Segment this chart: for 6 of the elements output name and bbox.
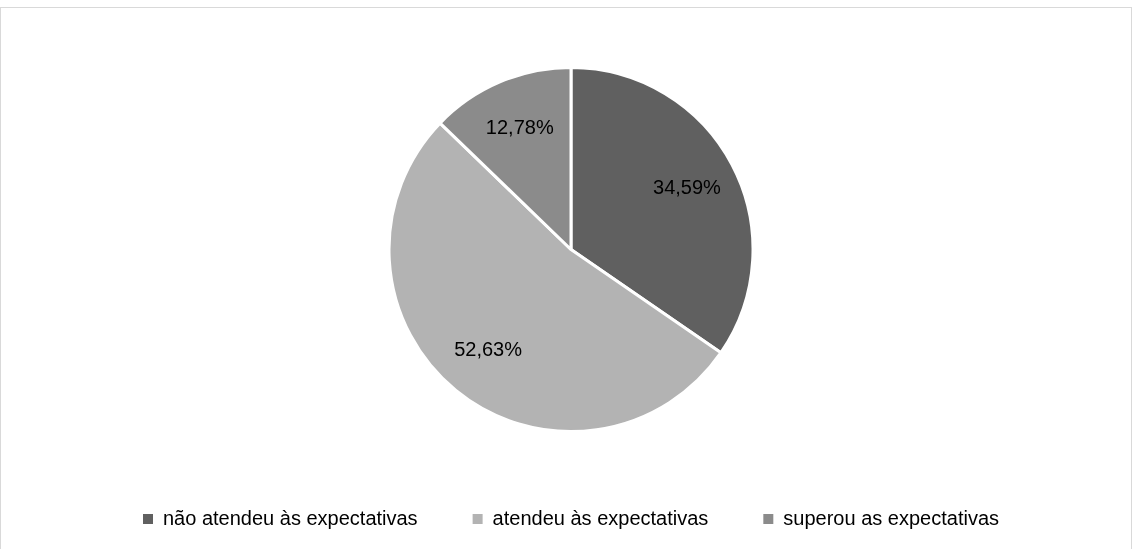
legend-label: superou as expectativas xyxy=(783,506,1000,529)
data-label: 52,63% xyxy=(454,338,523,361)
legend-label: não atendeu às expectativas xyxy=(162,506,418,529)
data-label: 12,78% xyxy=(485,116,554,139)
legend-label: atendeu às expectativas xyxy=(492,506,709,529)
data-label: 34,59% xyxy=(653,176,722,199)
